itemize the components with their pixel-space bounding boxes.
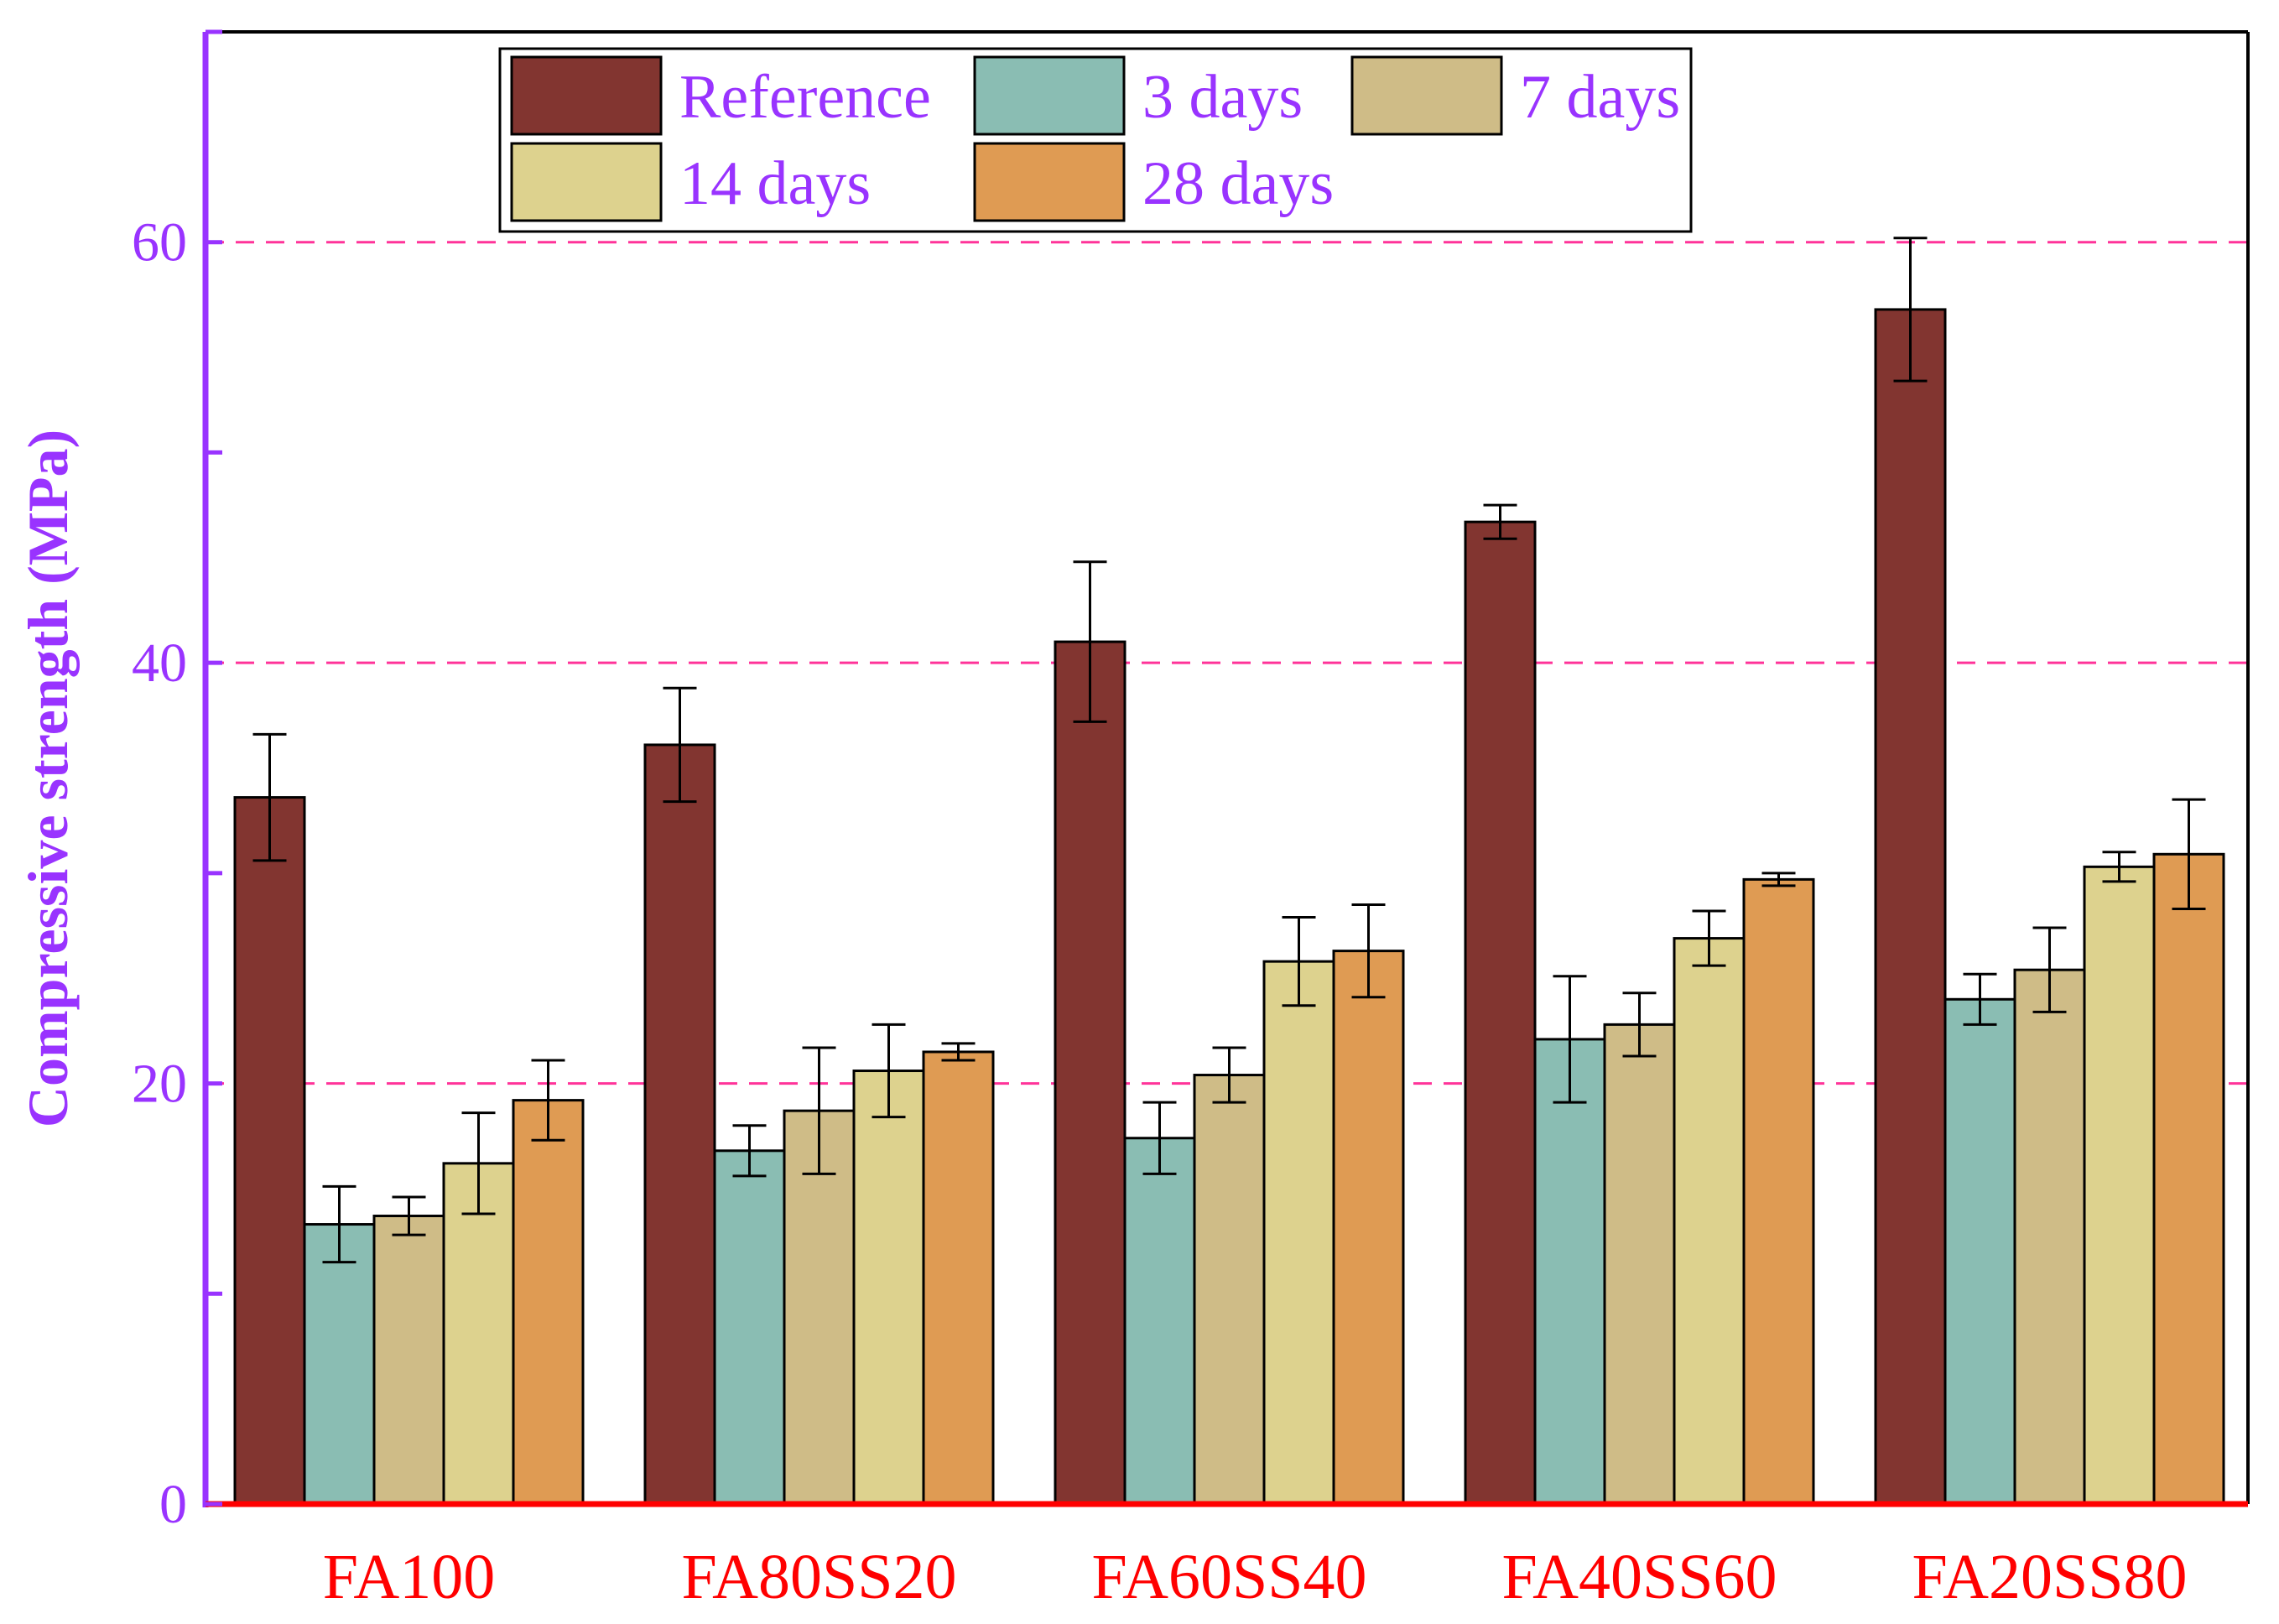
- bar-FA80SS20-14-days: [852, 1070, 925, 1506]
- bar-FA100-reference: [233, 796, 306, 1506]
- bar-FA20SS80-3-days: [1943, 997, 2016, 1506]
- error-bar-FA100-7-days: [392, 1195, 426, 1236]
- error-bar-FA80SS20-7-days: [802, 1046, 836, 1175]
- error-bar-FA80SS20-3-days: [732, 1124, 767, 1178]
- legend-item-14-days: 14 days: [510, 142, 871, 222]
- bar-FA80SS20-3-days: [713, 1149, 786, 1506]
- error-bar-FA40SS60-7-days: [1622, 992, 1657, 1058]
- legend-swatch: [510, 142, 663, 222]
- error-bar-FA60SS40-14-days: [1282, 916, 1316, 1007]
- legend-label: 7 days: [1520, 63, 1680, 132]
- error-bar-FA80SS20-28-days: [941, 1042, 976, 1062]
- bar-FA80SS20-28-days: [922, 1050, 995, 1506]
- legend-label: 28 days: [1142, 149, 1334, 218]
- error-bar-FA20SS80-3-days: [1963, 972, 1997, 1026]
- bar-FA60SS40-28-days: [1332, 950, 1405, 1506]
- legend-swatch: [1350, 55, 1503, 136]
- bar-FA40SS60-14-days: [1673, 937, 1746, 1506]
- y-tick-label-60: 60: [132, 212, 187, 273]
- error-bar-FA100-reference: [252, 732, 287, 862]
- error-bar-FA40SS60-reference: [1483, 503, 1517, 540]
- error-bar-FA20SS80-14-days: [2102, 851, 2136, 883]
- bar-FA60SS40-reference: [1054, 640, 1126, 1506]
- legend-swatch: [973, 142, 1126, 222]
- legend-label: 14 days: [679, 149, 871, 218]
- error-bar-FA100-14-days: [461, 1111, 496, 1215]
- error-bar-FA40SS60-3-days: [1553, 975, 1587, 1104]
- legend-item-28-days: 28 days: [973, 142, 1334, 222]
- error-bar-FA60SS40-reference: [1073, 560, 1107, 723]
- bar-FA100-3-days: [303, 1223, 376, 1506]
- bar-FA100-7-days: [372, 1215, 445, 1506]
- bars: [233, 308, 2225, 1506]
- y-axis-label: Compressive strength (MPa): [16, 429, 80, 1127]
- bar-FA20SS80-14-days: [2083, 865, 2156, 1506]
- legend-label: 3 days: [1142, 63, 1303, 132]
- error-bar-FA60SS40-3-days: [1142, 1101, 1177, 1175]
- bar-FA40SS60-3-days: [1533, 1038, 1606, 1506]
- y-tick-label-20: 20: [132, 1054, 187, 1115]
- error-bars: [252, 237, 2206, 1264]
- legend-item-7-days: 7 days: [1350, 55, 1680, 136]
- y-ticks: 0 20 40 60: [132, 29, 222, 1535]
- legend-swatch: [510, 55, 663, 136]
- x-category-labels: FA100 FA80SS20 FA60SS40 FA40SS60 FA20SS80: [323, 1542, 2188, 1612]
- legend: Reference 3 days 7 days 14 days 28 days: [498, 47, 1693, 233]
- bar-FA80SS20-reference: [643, 743, 716, 1506]
- x-label-FA40SS60: FA40SS60: [1501, 1542, 1777, 1612]
- x-label-FA80SS20: FA80SS20: [681, 1542, 956, 1612]
- axes: [202, 30, 2250, 1507]
- legend-swatch: [973, 55, 1126, 136]
- y-tick-label-40: 40: [132, 632, 187, 694]
- error-bar-FA100-3-days: [322, 1184, 356, 1264]
- error-bar-FA40SS60-28-days: [1761, 872, 1796, 887]
- bar-FA40SS60-28-days: [1742, 877, 1815, 1506]
- x-label-FA100: FA100: [323, 1542, 496, 1612]
- error-bar-FA80SS20-14-days: [872, 1023, 906, 1119]
- x-label-FA60SS40: FA60SS40: [1091, 1542, 1366, 1612]
- error-bar-FA60SS40-7-days: [1212, 1046, 1246, 1104]
- error-bar-FA20SS80-7-days: [2032, 926, 2067, 1013]
- error-bar-FA40SS60-14-days: [1692, 909, 1726, 967]
- bar-FA20SS80-28-days: [2152, 852, 2225, 1506]
- legend-label: Reference: [679, 63, 931, 132]
- bar-FA100-14-days: [442, 1162, 515, 1506]
- bar-FA40SS60-7-days: [1603, 1023, 1676, 1506]
- error-bar-FA80SS20-reference: [663, 686, 697, 804]
- bar-FA60SS40-3-days: [1123, 1137, 1196, 1506]
- error-bar-FA60SS40-28-days: [1351, 903, 1386, 999]
- bar-FA60SS40-7-days: [1193, 1074, 1266, 1506]
- bar-FA20SS80-reference: [1874, 308, 1947, 1506]
- error-bar-FA20SS80-28-days: [2172, 798, 2206, 910]
- bar-FA60SS40-14-days: [1262, 960, 1335, 1506]
- bar-FA100-28-days: [512, 1099, 585, 1506]
- error-bar-FA20SS80-reference: [1893, 237, 1928, 383]
- error-bar-FA100-28-days: [531, 1059, 565, 1142]
- bar-FA20SS80-7-days: [2013, 968, 2086, 1506]
- x-label-FA20SS80: FA20SS80: [1912, 1542, 2187, 1612]
- legend-item-3-days: 3 days: [973, 55, 1303, 136]
- y-tick-label-0: 0: [159, 1474, 187, 1535]
- legend-item-reference: Reference: [510, 55, 931, 136]
- bar-FA40SS60-reference: [1464, 520, 1537, 1506]
